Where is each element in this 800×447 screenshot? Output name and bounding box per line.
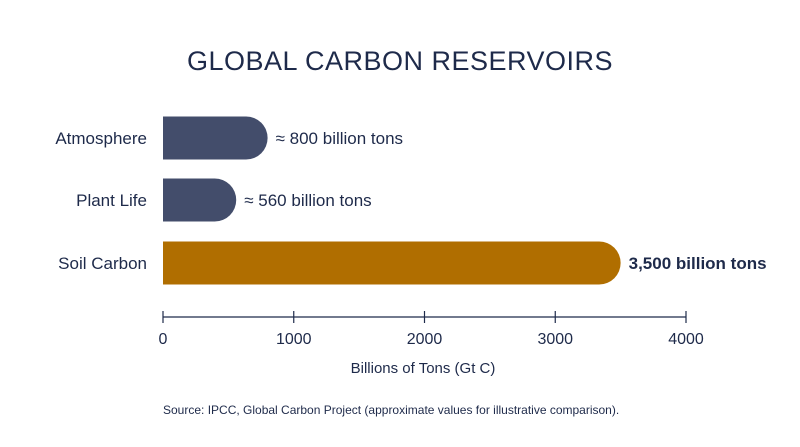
bar-plant-life — [163, 178, 237, 222]
source-note: Source: IPCC, Global Carbon Project (app… — [163, 403, 619, 417]
category-label: Atmosphere — [55, 129, 147, 148]
x-axis-label: Billions of Tons (Gt C) — [351, 360, 496, 377]
bars-group: Atmosphere ≈ 800 billion tons Plant Life ≈ … — [55, 116, 767, 285]
x-tick-label: 0 — [159, 331, 168, 348]
category-label: Soil Carbon — [58, 254, 147, 273]
x-axis: 0 1000 2000 3000 4000 — [159, 311, 704, 348]
x-tick-label: 4000 — [668, 331, 704, 348]
x-tick-label: 3000 — [537, 331, 573, 348]
category-label: Plant Life — [76, 191, 147, 210]
chart-title: GLOBAL CARBON RESERVOIRS — [187, 46, 613, 76]
bar-atmosphere — [163, 116, 268, 160]
value-label: 3,500 billion tons — [629, 254, 767, 273]
x-tick-label: 1000 — [276, 331, 312, 348]
x-tick-label: 2000 — [407, 331, 443, 348]
bar-soil-carbon — [163, 241, 621, 285]
value-label: ≈ 560 billion tons — [244, 191, 371, 210]
value-label: ≈ 800 billion tons — [276, 129, 403, 148]
